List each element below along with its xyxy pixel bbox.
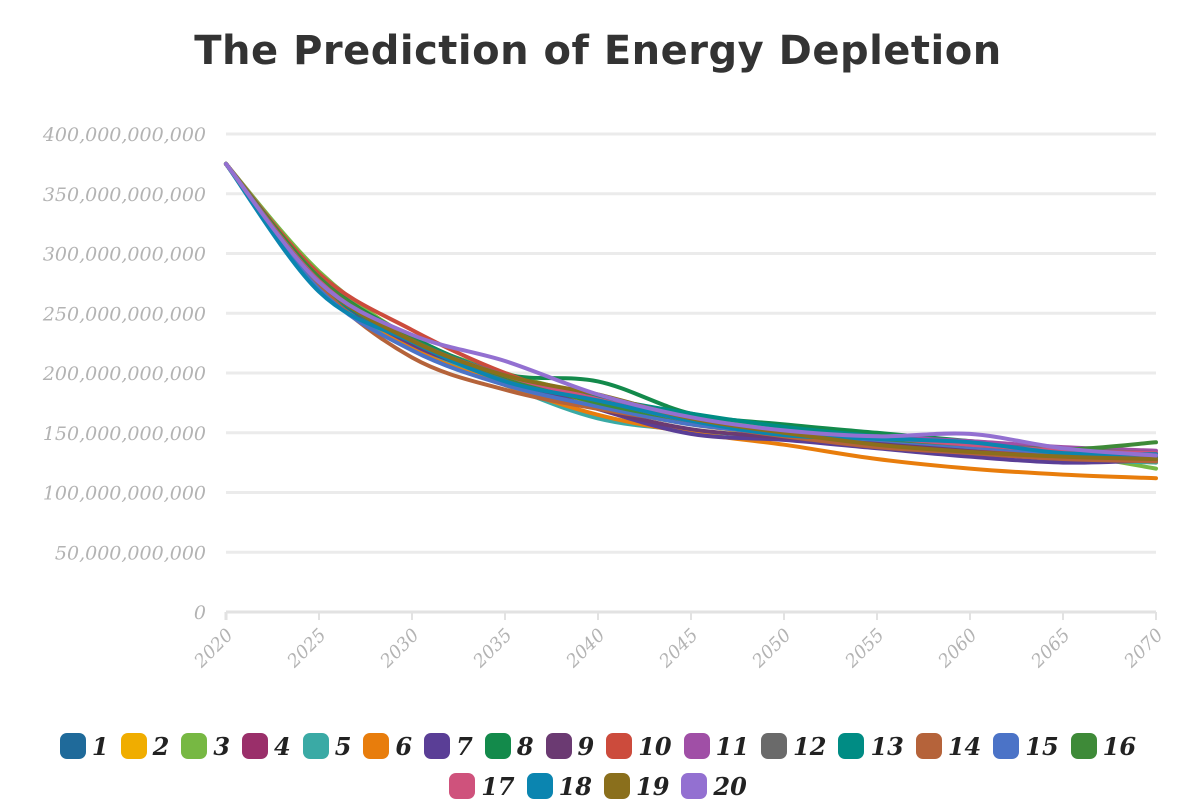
- chart-title: The Prediction of Energy Depletion: [194, 28, 1002, 74]
- x-axis-tick-labels: 2020 2025 2030 2035 2040 2045 2050 2055 2060 2065…: [190, 625, 1168, 673]
- legend-item-4[interactable]: 4: [242, 726, 291, 766]
- legend-swatch: [484, 733, 511, 759]
- legend-label: 19: [636, 771, 670, 801]
- legend-swatch: [242, 733, 269, 759]
- x-tick-label: 2025: [283, 625, 331, 673]
- legend-label: 16: [1102, 731, 1137, 761]
- y-tick-label: 200,000,000,000: [42, 363, 206, 385]
- legend-item-6[interactable]: 6: [363, 726, 412, 766]
- legend-item-16[interactable]: 16: [1070, 726, 1137, 766]
- legend-item-2[interactable]: 2: [120, 726, 170, 766]
- legend-swatch: [302, 733, 329, 759]
- x-tick-label: 2050: [748, 625, 796, 673]
- legend-label: 17: [481, 771, 515, 801]
- legend-label: 3: [213, 731, 231, 761]
- line-chart: 0 50,000,000,000 100,000,000,000 150,000,00…: [42, 124, 1168, 673]
- legend-item-9[interactable]: 9: [545, 726, 595, 766]
- legend-label: 18: [558, 771, 592, 801]
- legend-label: 15: [1025, 731, 1059, 761]
- legend-swatch: [120, 733, 147, 759]
- y-tick-label: 250,000,000,000: [42, 303, 206, 325]
- legend-swatch: [449, 773, 476, 799]
- legend-item-18[interactable]: 18: [526, 766, 592, 806]
- legend-item-10[interactable]: 10: [606, 726, 672, 766]
- legend-item-5[interactable]: 5: [302, 726, 352, 766]
- legend: 1 2 3 4 5 6 7 8 9 10 11 12 13 14 15 16 17 18 19 20: [0, 726, 1196, 806]
- legend-label: 5: [334, 731, 352, 761]
- y-axis-tick-labels: 0 50,000,000,000 100,000,000,000 150,000,00…: [42, 124, 206, 624]
- legend-label: 9: [577, 731, 595, 761]
- legend-item-1[interactable]: 1: [59, 726, 109, 766]
- legend-item-12[interactable]: 12: [761, 726, 826, 766]
- legend-swatch: [1070, 733, 1097, 759]
- legend-swatch: [606, 733, 633, 759]
- y-tick-label: 150,000,000,000: [43, 423, 206, 445]
- legend-label: 10: [638, 731, 672, 761]
- legend-label: 6: [395, 731, 413, 761]
- legend-label: 1: [91, 731, 109, 761]
- legend-label: 2: [152, 731, 170, 761]
- y-tick-label: 0: [194, 602, 206, 624]
- legend-swatch: [761, 733, 788, 759]
- gridlines: [226, 132, 1156, 554]
- x-tick-label: 2070: [1120, 625, 1168, 673]
- legend-swatch: [363, 733, 390, 759]
- series-line-18: [224, 161, 1158, 457]
- legend-label: 14: [947, 731, 982, 761]
- x-tick-label: 2065: [1027, 625, 1075, 673]
- legend-swatch: [424, 733, 451, 759]
- legend-item-13[interactable]: 13: [838, 726, 904, 766]
- x-tick-label: 2060: [934, 625, 982, 673]
- y-tick-label: 50,000,000,000: [55, 542, 206, 564]
- x-tick-label: 2035: [469, 625, 517, 673]
- legend-label: 7: [456, 731, 473, 761]
- legend-swatch: [181, 733, 208, 759]
- legend-swatch: [545, 733, 572, 759]
- legend-swatch: [526, 773, 553, 799]
- legend-item-11[interactable]: 11: [683, 726, 750, 766]
- x-tick-label: 2045: [655, 625, 703, 673]
- legend-swatch: [604, 773, 630, 799]
- legend-swatch: [59, 733, 86, 759]
- x-tick-label: 2020: [190, 625, 238, 673]
- y-tick-label: 100,000,000,000: [43, 483, 206, 505]
- y-tick-label: 400,000,000,000: [42, 124, 206, 146]
- legend-item-17[interactable]: 17: [449, 766, 515, 806]
- legend-item-19[interactable]: 19: [604, 766, 669, 806]
- series-line-20: [224, 161, 1158, 458]
- x-tick-label: 2030: [376, 625, 424, 673]
- legend-swatch: [681, 773, 708, 799]
- x-tick-label: 2055: [841, 625, 889, 673]
- y-tick-label: 350,000,000,000: [43, 184, 206, 206]
- legend-swatch: [838, 733, 865, 759]
- legend-swatch: [915, 733, 942, 759]
- axes: [224, 610, 1157, 620]
- legend-item-15[interactable]: 15: [993, 726, 1059, 766]
- series-lines: [224, 161, 1158, 481]
- legend-item-14[interactable]: 14: [915, 726, 982, 766]
- legend-label: 4: [274, 731, 291, 761]
- x-tick-label: 2040: [562, 625, 610, 673]
- legend-item-20[interactable]: 20: [681, 766, 747, 806]
- legend-label: 20: [713, 771, 747, 801]
- y-tick-label: 300,000,000,000: [43, 244, 206, 266]
- legend-item-3[interactable]: 3: [181, 726, 230, 766]
- legend-item-8[interactable]: 8: [484, 726, 534, 766]
- legend-item-7[interactable]: 7: [424, 726, 473, 766]
- legend-label: 13: [870, 731, 904, 761]
- legend-swatch: [683, 733, 710, 759]
- legend-label: 12: [793, 731, 827, 761]
- legend-label: 11: [715, 731, 750, 761]
- legend-swatch: [993, 733, 1020, 759]
- legend-label: 8: [516, 731, 534, 761]
